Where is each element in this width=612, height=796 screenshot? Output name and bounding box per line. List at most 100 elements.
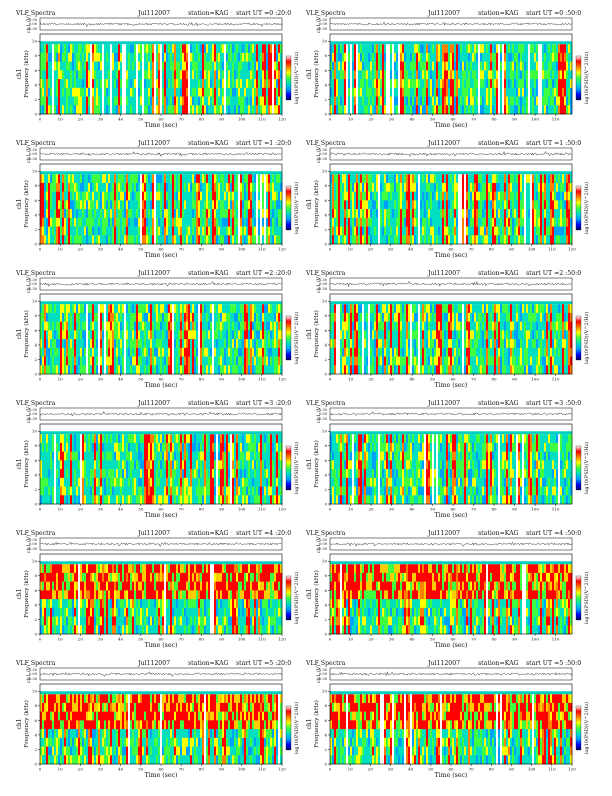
- x-tick-label: 30: [388, 247, 394, 252]
- x-axis-label: Time (sec): [145, 122, 178, 129]
- x-tick-label: 50: [138, 247, 144, 252]
- x-tick-label: 10: [58, 507, 64, 512]
- x-tick-label: 70: [179, 117, 185, 122]
- x-tick-label: 40: [118, 767, 124, 772]
- x-tick-label: 90: [512, 507, 518, 512]
- y-tick-label: 4: [34, 732, 37, 737]
- x-tick-label: 40: [408, 247, 414, 252]
- x-tick-label: 110: [258, 117, 266, 122]
- x-axis-label: Time (sec): [145, 772, 178, 779]
- panel-title: VLF Spectra: [15, 400, 56, 407]
- y-axis-label: Frequency (kHz): [23, 50, 30, 98]
- x-tick-label: 70: [179, 637, 185, 642]
- x-tick-label: 80: [492, 377, 498, 382]
- spectrogram-cells: [330, 44, 572, 114]
- x-tick-label: 40: [409, 637, 415, 642]
- x-tick-label: 120: [568, 247, 576, 252]
- panel-station: station=KAG: [188, 140, 229, 147]
- spectrogram-cells: [40, 564, 282, 634]
- panel-title: VLF Spectra: [305, 10, 346, 17]
- y-tick-label: 0: [324, 371, 327, 376]
- x-tick-label: 40: [118, 117, 124, 122]
- x-tick-label: 10: [58, 247, 64, 252]
- x-tick-label: 10: [58, 377, 64, 382]
- x-axis-label: Time (sec): [435, 642, 468, 649]
- waveform-axis-label: ch1 (V): [315, 665, 322, 683]
- waveform-axis-label: ch1 (V): [25, 405, 32, 423]
- y-tick-label: 10: [32, 39, 38, 44]
- x-tick-label: 30: [389, 377, 395, 382]
- waveform-trace: [40, 412, 282, 417]
- x-tick-label: 40: [409, 507, 415, 512]
- x-tick-label: 10: [58, 767, 64, 772]
- y-tick-label: 2: [34, 747, 37, 752]
- waveform-axis-label: ch1 (V): [315, 405, 322, 423]
- waveform-axis-label: ch1 (V): [25, 665, 32, 683]
- panel-station: station=KAG: [188, 270, 229, 277]
- x-tick-label: 80: [489, 767, 495, 772]
- y-tick-label: 0: [324, 631, 327, 636]
- x-tick-label: 90: [509, 767, 515, 772]
- x-tick-label: 80: [199, 507, 205, 512]
- x-tick-label: 60: [448, 767, 454, 772]
- x-tick-label: 50: [138, 507, 144, 512]
- x-tick-label: 0: [39, 247, 42, 252]
- panel-date: Jul112007: [427, 660, 460, 667]
- y-tick-label: 10: [322, 559, 328, 564]
- waveform-frame: [40, 668, 282, 680]
- spectrogram-cells: [330, 174, 572, 244]
- spectrogram-cells: [330, 694, 572, 764]
- y-axis-label: Frequency (kHz): [23, 180, 30, 228]
- y-tick-label: 4: [34, 212, 37, 217]
- x-tick-label: 70: [469, 767, 475, 772]
- y-tick-label: 6: [324, 458, 327, 463]
- x-tick-label: 100: [238, 507, 246, 512]
- x-tick-label: 40: [409, 377, 415, 382]
- x-tick-label: 120: [278, 377, 286, 382]
- y-tick-label: 2: [34, 617, 37, 622]
- panel-start-time: start UT =5 :20:0: [236, 660, 291, 667]
- band-10khz: [330, 41, 572, 44]
- y-tick-label: 8: [324, 313, 327, 318]
- colorbar: [576, 316, 581, 360]
- x-tick-label: 40: [408, 767, 414, 772]
- waveform-frame: [330, 408, 572, 420]
- x-tick-label: 100: [238, 767, 246, 772]
- x-tick-label: 110: [552, 377, 560, 382]
- band-10khz: [330, 561, 572, 564]
- waveform-trace: [330, 22, 572, 25]
- x-tick-label: 50: [138, 377, 144, 382]
- waveform-axis-label: ch1 (V): [25, 275, 32, 293]
- colorbar: [576, 186, 581, 230]
- waveform-trace: [40, 672, 282, 677]
- band-10khz: [40, 41, 282, 44]
- x-tick-label: 90: [512, 377, 518, 382]
- band-10khz: [330, 171, 572, 174]
- x-axis-label: Time (sec): [435, 122, 468, 129]
- y-tick-label: 0: [34, 761, 37, 766]
- y-tick-label: 2: [324, 97, 327, 102]
- panel-station: station=KAG: [188, 400, 229, 407]
- y-tick-label: 4: [34, 82, 37, 87]
- x-tick-label: 80: [199, 377, 205, 382]
- x-axis-label: Time (sec): [435, 382, 468, 389]
- colorbar-label: log10(PSD)(V^2/Hz): [583, 572, 590, 624]
- y-axis-label: Frequency (kHz): [313, 180, 320, 228]
- x-tick-label: 110: [258, 247, 266, 252]
- panel-start-time: start UT =0 :50:0: [526, 10, 581, 17]
- y-tick-label: 4: [324, 732, 327, 737]
- x-axis-label: Time (sec): [145, 252, 178, 259]
- waveform-trace: [40, 542, 282, 546]
- channel-label: ch1: [16, 588, 23, 599]
- x-tick-label: 0: [329, 767, 332, 772]
- x-tick-label: 0: [39, 377, 42, 382]
- y-tick-label: 6: [34, 68, 37, 73]
- y-tick-label: 10: [32, 299, 38, 304]
- x-tick-label: 80: [489, 247, 495, 252]
- colorbar: [286, 576, 291, 620]
- panel-date: Jul112007: [427, 140, 460, 147]
- y-tick-label: 8: [324, 443, 327, 448]
